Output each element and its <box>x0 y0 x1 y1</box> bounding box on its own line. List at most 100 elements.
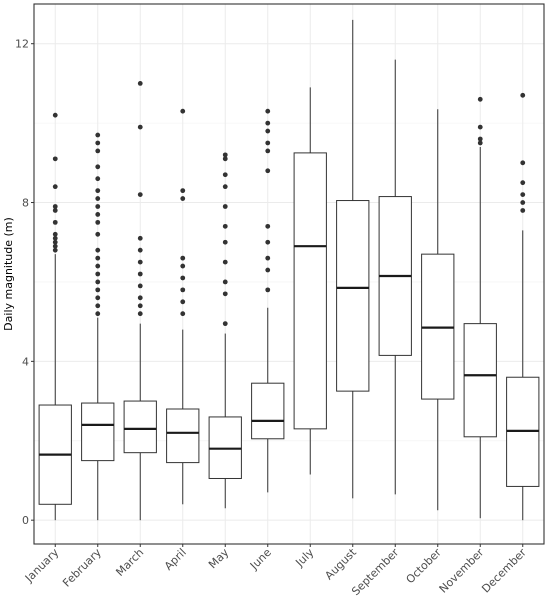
outlier-point <box>95 271 101 277</box>
outlier-point <box>52 219 58 225</box>
outlier-point <box>222 223 228 229</box>
outlier-point <box>95 132 101 138</box>
outlier-point <box>520 160 526 166</box>
outlier-point <box>137 303 143 309</box>
outlier-point <box>95 196 101 201</box>
outlier-point <box>520 92 526 98</box>
outlier-point <box>265 255 271 261</box>
outlier-point <box>477 136 483 142</box>
minor-gridlines <box>34 122 544 442</box>
outlier-point <box>52 156 58 162</box>
outlier-point <box>265 120 271 126</box>
outlier-point <box>180 196 186 201</box>
x-tick-label: May <box>206 546 232 572</box>
outlier-point <box>520 200 526 205</box>
iqr-box <box>293 152 327 430</box>
y-axis-title: Daily magnitude (m) <box>2 217 15 331</box>
iqr-box <box>463 323 497 438</box>
iqr-box <box>251 382 285 440</box>
iqr-box <box>81 402 115 462</box>
outlier-point <box>95 255 101 261</box>
outlier-point <box>222 291 228 297</box>
outlier-point <box>52 112 58 118</box>
outlier-point <box>265 267 271 273</box>
outlier-point <box>137 283 143 289</box>
y-tick-label: 8 <box>22 197 29 210</box>
outlier-point <box>52 204 58 209</box>
box-july <box>293 87 327 475</box>
outlier-point <box>180 299 186 305</box>
y-axis-ticks: 0 4 8 12 <box>15 38 34 527</box>
outlier-point <box>95 311 101 317</box>
outlier-point <box>180 188 186 194</box>
iqr-box <box>336 200 370 392</box>
outlier-point <box>95 148 101 154</box>
outlier-point <box>52 239 58 245</box>
outlier-point <box>265 168 271 174</box>
outlier-point <box>180 108 186 114</box>
y-tick-label: 12 <box>15 38 29 51</box>
outlier-point <box>52 208 58 213</box>
outlier-point <box>222 259 228 265</box>
iqr-box <box>166 408 200 464</box>
outlier-point <box>137 259 143 265</box>
x-tick-label: June <box>247 546 274 573</box>
outlier-point <box>222 204 228 209</box>
plot-panel-background <box>34 4 544 544</box>
outlier-point <box>180 263 186 269</box>
y-tick-label: 0 <box>22 514 29 527</box>
outlier-point <box>137 247 143 253</box>
box-september <box>378 59 412 495</box>
x-tick-label: November <box>437 546 487 596</box>
outlier-point <box>477 124 483 130</box>
outlier-point <box>95 287 101 293</box>
outlier-point <box>222 239 228 245</box>
outlier-point <box>520 180 526 186</box>
outlier-point <box>265 239 271 245</box>
outlier-point <box>52 243 58 249</box>
outlier-point <box>52 231 58 237</box>
outlier-point <box>95 303 101 309</box>
outlier-point <box>95 247 101 253</box>
x-tick-label: February <box>60 546 104 590</box>
box-april <box>166 108 200 505</box>
outlier-point <box>477 96 483 102</box>
outlier-point <box>137 192 143 197</box>
box-march <box>123 81 157 521</box>
outlier-point <box>95 188 101 194</box>
outlier-point <box>265 223 271 229</box>
outlier-point <box>265 140 271 146</box>
outlier-point <box>95 212 101 217</box>
outlier-point <box>222 321 228 327</box>
x-tick-label: July <box>292 546 316 570</box>
outlier-point <box>52 235 58 241</box>
outlier-point <box>137 81 143 86</box>
outlier-point <box>520 192 526 197</box>
outlier-point <box>95 204 101 209</box>
box-august <box>336 19 370 499</box>
outlier-point <box>222 172 228 178</box>
outlier-point <box>52 184 58 190</box>
outlier-point <box>137 295 143 301</box>
box-december <box>506 92 540 521</box>
x-tick-label: August <box>322 545 359 582</box>
outlier-point <box>95 295 101 301</box>
outlier-point <box>520 208 526 213</box>
outlier-point <box>477 140 483 146</box>
outlier-point <box>222 156 228 162</box>
iqr-box <box>123 400 157 454</box>
outlier-point <box>95 231 101 237</box>
outlier-point <box>95 279 101 285</box>
x-tick-label: December <box>479 546 529 596</box>
outlier-point <box>222 184 228 190</box>
outlier-point <box>52 247 58 253</box>
outlier-point <box>180 311 186 317</box>
outlier-point <box>180 255 186 261</box>
outlier-point <box>137 235 143 241</box>
outlier-point <box>180 275 186 281</box>
outlier-point <box>265 148 271 154</box>
outlier-point <box>222 279 228 285</box>
outlier-point <box>95 164 101 170</box>
